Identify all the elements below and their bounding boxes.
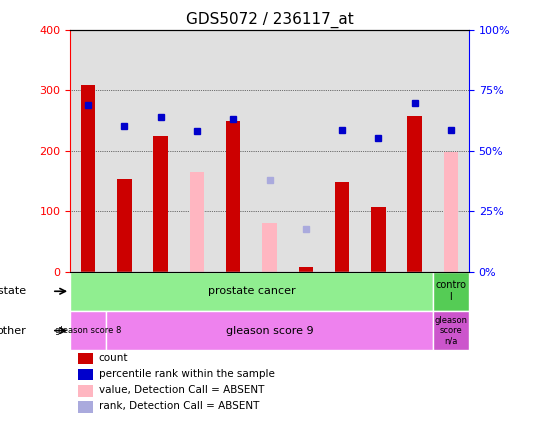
Bar	[78, 401, 93, 412]
Bar	[371, 207, 385, 272]
Text: value, Detection Call = ABSENT: value, Detection Call = ABSENT	[99, 385, 264, 395]
Text: gleason
score
n/a: gleason score n/a	[434, 316, 467, 346]
Text: rank, Detection Call = ABSENT: rank, Detection Call = ABSENT	[99, 401, 259, 411]
Bar	[78, 353, 93, 364]
Bar	[262, 223, 277, 272]
Bar	[154, 136, 168, 272]
Bar	[70, 311, 106, 350]
Bar	[433, 272, 469, 311]
Text: count: count	[99, 353, 128, 363]
Bar	[190, 172, 204, 272]
Bar	[433, 311, 469, 350]
Text: gleason score 8: gleason score 8	[55, 326, 121, 335]
Bar	[407, 115, 422, 272]
Bar	[78, 385, 93, 396]
Bar	[444, 152, 458, 272]
Text: prostate cancer: prostate cancer	[208, 286, 295, 296]
Text: percentile rank within the sample: percentile rank within the sample	[99, 369, 275, 379]
Bar	[81, 85, 95, 272]
Bar	[106, 311, 433, 350]
Bar	[299, 267, 313, 272]
Bar	[226, 121, 240, 272]
Bar	[117, 179, 132, 272]
Text: other: other	[0, 326, 26, 335]
Bar	[335, 182, 349, 272]
Text: gleason score 9: gleason score 9	[226, 326, 313, 335]
Text: disease state: disease state	[0, 286, 26, 296]
Text: contro
l: contro l	[436, 280, 466, 302]
Bar	[78, 369, 93, 380]
Title: GDS5072 / 236117_at: GDS5072 / 236117_at	[185, 12, 354, 28]
